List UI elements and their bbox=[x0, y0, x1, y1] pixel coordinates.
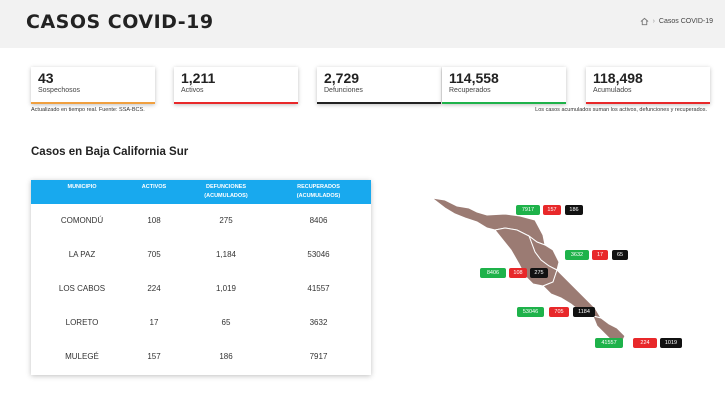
card-activos: 1,211 Activos bbox=[174, 67, 298, 104]
page-title: CASOS COVID-19 bbox=[26, 11, 214, 33]
card-value: 2,729 bbox=[324, 70, 360, 86]
card-label: Activos bbox=[181, 87, 204, 94]
page-header: CASOS COVID-19 › Casos COVID-19 bbox=[0, 0, 725, 48]
header-defunciones: DEFUNCIONES (ACUMULADOS) bbox=[186, 183, 266, 201]
table-row: COMONDÚ 108 275 8406 bbox=[31, 204, 371, 238]
header-defunciones-line2: (ACUMULADOS) bbox=[204, 193, 248, 199]
badge-comondu-defunciones: 275 bbox=[530, 268, 548, 278]
cell-recuperados: 41557 bbox=[307, 284, 330, 293]
badge-la-paz-recuperados: 53046 bbox=[517, 307, 544, 317]
home-icon[interactable] bbox=[640, 17, 649, 26]
bcs-map-svg bbox=[431, 197, 626, 345]
badge-comondu-activos: 108 bbox=[509, 268, 527, 278]
summary-cards: 43 Sospechosos 1,211 Activos 2,729 Defun… bbox=[31, 67, 711, 105]
cell-recuperados: 3632 bbox=[309, 318, 328, 327]
badge-loreto-recuperados: 3632 bbox=[565, 250, 589, 260]
cell-municipio: LOS CABOS bbox=[58, 284, 106, 293]
header-municipio: MUNICIPIO bbox=[67, 184, 97, 190]
card-recuperados: 114,558 Recuperados bbox=[442, 67, 566, 104]
region-la-paz[interactable] bbox=[542, 269, 603, 319]
table-row: LA PAZ 705 1,184 53046 bbox=[31, 238, 371, 272]
cell-activos: 157 bbox=[147, 352, 161, 361]
cell-municipio: MULEGÉ bbox=[65, 352, 99, 361]
breadcrumb: › Casos COVID-19 bbox=[640, 17, 713, 26]
card-value: 43 bbox=[38, 70, 54, 86]
table-header: MUNICIPIO ACTIVOS DEFUNCIONES (ACUMULADO… bbox=[31, 180, 371, 204]
table-row: LOS CABOS 224 1,019 41557 bbox=[31, 272, 371, 306]
section-title: Casos en Baja California Sur bbox=[31, 146, 189, 158]
card-accent-bar bbox=[31, 102, 155, 104]
cell-defunciones: 275 bbox=[219, 216, 233, 225]
badge-mulege-defunciones: 186 bbox=[565, 205, 583, 215]
card-accent-bar bbox=[174, 102, 298, 104]
card-label: Acumulados bbox=[593, 87, 632, 94]
badge-la-paz-activos: 705 bbox=[549, 307, 569, 317]
header-recuperados: RECUPERADOS (ACUMULADOS) bbox=[276, 183, 361, 201]
table-row: LORETO 17 65 3632 bbox=[31, 306, 371, 340]
cell-recuperados: 7917 bbox=[309, 352, 328, 361]
badge-loreto-defunciones: 65 bbox=[612, 250, 628, 260]
header-defunciones-line1: DEFUNCIONES bbox=[205, 184, 247, 190]
cell-activos: 224 bbox=[147, 284, 161, 293]
badge-comondu-recuperados: 8406 bbox=[480, 268, 506, 278]
badge-mulege-activos: 157 bbox=[543, 205, 561, 215]
cell-municipio: LORETO bbox=[65, 318, 99, 327]
badge-los-cabos-activos: 224 bbox=[633, 338, 657, 348]
card-label: Recuperados bbox=[449, 87, 491, 94]
region-los-cabos[interactable] bbox=[592, 315, 626, 345]
source-note: Actualizado en tiempo real. Fuente: SSA-… bbox=[31, 107, 145, 113]
cell-activos: 705 bbox=[147, 250, 161, 259]
card-sospechosos: 43 Sospechosos bbox=[31, 67, 155, 104]
cell-defunciones: 1,019 bbox=[215, 284, 237, 293]
cell-defunciones: 1,184 bbox=[215, 250, 237, 259]
card-label: Sospechosos bbox=[38, 87, 81, 94]
header-activos: ACTIVOS bbox=[141, 184, 167, 190]
header-recuperados-line1: RECUPERADOS bbox=[297, 184, 340, 190]
card-label: Defunciones bbox=[324, 87, 363, 94]
badge-los-cabos-defunciones: 1019 bbox=[660, 338, 682, 348]
table-row: MULEGÉ 157 186 7917 bbox=[31, 340, 371, 374]
cell-defunciones: 186 bbox=[219, 352, 233, 361]
accumulated-note: Los casos acumulados suman los activos, … bbox=[535, 107, 707, 113]
breadcrumb-separator: › bbox=[652, 18, 655, 25]
card-accent-bar bbox=[317, 102, 441, 104]
cell-defunciones: 65 bbox=[221, 318, 231, 327]
badge-loreto-activos: 17 bbox=[592, 250, 608, 260]
cell-activos: 108 bbox=[147, 216, 161, 225]
card-accent-bar bbox=[586, 102, 710, 104]
cell-municipio: LA PAZ bbox=[68, 250, 96, 259]
badge-los-cabos-recuperados: 41557 bbox=[595, 338, 623, 348]
header-recuperados-line2: (ACUMULADOS) bbox=[296, 193, 341, 199]
cell-municipio: COMONDÚ bbox=[60, 216, 104, 225]
cell-recuperados: 53046 bbox=[307, 250, 330, 259]
card-acumulados: 118,498 Acumulados bbox=[586, 67, 710, 104]
card-value: 118,498 bbox=[593, 70, 643, 86]
card-defunciones: 2,729 Defunciones bbox=[317, 67, 441, 104]
cell-recuperados: 8406 bbox=[309, 216, 328, 225]
breadcrumb-current: Casos COVID-19 bbox=[658, 18, 713, 25]
card-value: 1,211 bbox=[181, 70, 216, 86]
card-value: 114,558 bbox=[449, 70, 499, 86]
card-accent-bar bbox=[442, 102, 566, 104]
badge-mulege-recuperados: 7917 bbox=[516, 205, 540, 215]
badge-la-paz-defunciones: 1184 bbox=[573, 307, 595, 317]
cell-activos: 17 bbox=[149, 318, 159, 327]
bcs-map: 7917 157 186 3632 17 65 8406 108 275 530… bbox=[425, 190, 715, 360]
cases-table: MUNICIPIO ACTIVOS DEFUNCIONES (ACUMULADO… bbox=[31, 180, 371, 375]
